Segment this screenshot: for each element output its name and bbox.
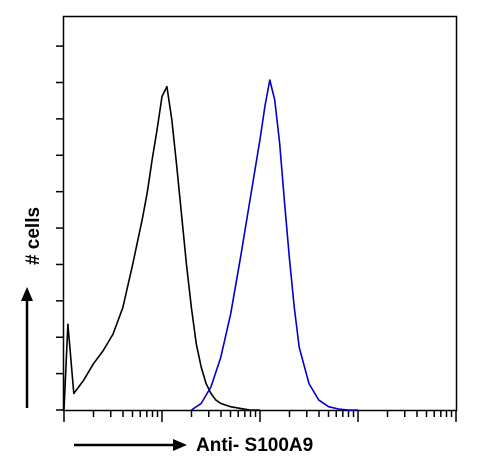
x-axis-ticks xyxy=(63,410,457,422)
series-line-1 xyxy=(63,85,260,411)
y-axis-arrow xyxy=(21,287,33,408)
x-axis-label: Anti- S100A9 xyxy=(196,435,313,456)
plot-frame xyxy=(62,15,458,412)
series-layer xyxy=(63,79,358,411)
y-axis-label: # cells xyxy=(23,207,44,265)
series-line-2 xyxy=(190,79,358,411)
x-axis-arrow xyxy=(74,439,187,451)
y-axis-ticks xyxy=(56,45,64,411)
